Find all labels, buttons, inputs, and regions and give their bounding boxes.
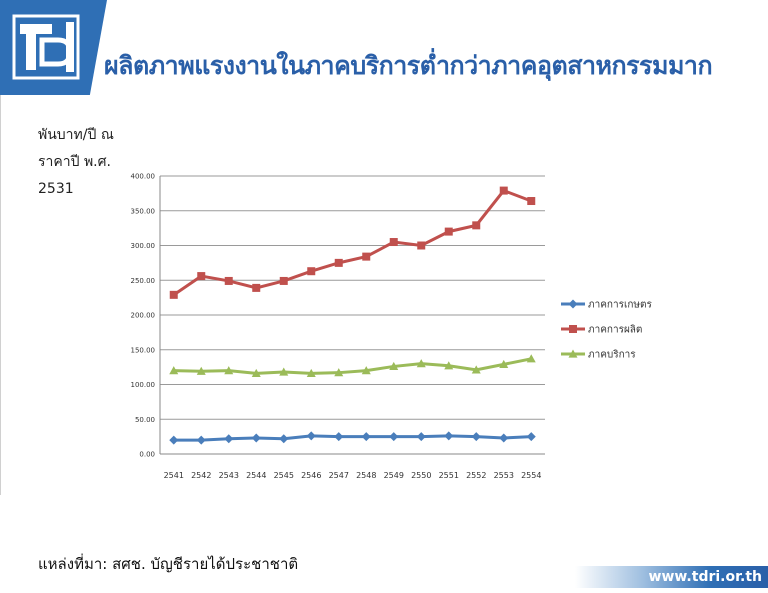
x-tick-label: 2554 [521, 471, 541, 480]
y-tick-label: 350.00 [131, 207, 156, 215]
data-point [251, 433, 261, 443]
y-unit-line-3: 2531 [38, 181, 74, 197]
x-tick-label: 2547 [329, 471, 349, 480]
data-point [334, 258, 343, 267]
data-point [362, 252, 371, 261]
data-point [444, 227, 453, 236]
data-point [279, 434, 289, 444]
y-unit-line-2: ราคาปี พ.ศ. [38, 154, 111, 170]
series-line-3 [173, 357, 532, 375]
data-point [527, 197, 536, 206]
tdri-logo-icon [12, 14, 80, 80]
data-point [472, 221, 481, 230]
data-point [499, 186, 508, 195]
data-point [196, 366, 206, 375]
y-tick-label: 150.00 [131, 346, 156, 354]
x-tick-label: 2550 [411, 471, 431, 480]
x-tick-label: 2551 [439, 471, 459, 480]
series-line-1 [173, 434, 532, 442]
data-point [224, 366, 234, 375]
y-unit-label: พันบาท/ปี ณ ราคาปี พ.ศ. 2531 [38, 122, 148, 203]
source-note: แหล่งที่มา: สศช. บัญชีรายได้ประชาชาติ [38, 555, 299, 573]
x-tick-label: 2549 [384, 471, 404, 480]
x-tick-label: 2545 [274, 471, 294, 480]
data-point [251, 368, 261, 377]
x-tick-label: 2553 [494, 471, 514, 480]
data-point [169, 435, 179, 445]
y-tick-label: 0.00 [139, 451, 155, 459]
data-point [306, 431, 316, 441]
page-title: ผลิตภาพแรงงานในภาคบริการต่ำกว่าภาคอุตสาห… [104, 51, 713, 80]
y-tick-label: 100.00 [131, 381, 156, 389]
x-tick-label: 2544 [246, 471, 266, 480]
data-point [526, 354, 536, 363]
data-point [389, 238, 398, 247]
data-point [499, 433, 509, 443]
data-point [196, 435, 206, 445]
x-tick-label: 2548 [356, 471, 376, 480]
data-point [334, 368, 344, 377]
legend-label-1: ภาคการเกษตร [588, 300, 652, 311]
data-point [334, 432, 344, 442]
legend-label-3: ภาคบริการ [588, 350, 636, 361]
data-point [197, 272, 206, 281]
data-point [252, 283, 261, 292]
y-tick-label: 400.00 [131, 173, 156, 181]
data-point [361, 366, 371, 375]
x-tick-label: 2546 [301, 471, 321, 480]
data-point [471, 365, 481, 374]
y-tick-label: 300.00 [131, 242, 156, 250]
data-point [306, 368, 316, 377]
x-tick-label: 2543 [219, 471, 239, 480]
data-point [307, 267, 316, 276]
y-tick-label: 200.00 [131, 312, 156, 320]
y-unit-line-1: พันบาท/ปี ณ [38, 127, 114, 143]
data-point [279, 276, 288, 285]
data-point [416, 432, 426, 442]
data-point [224, 276, 233, 285]
data-point [416, 359, 426, 368]
legend-marker-2 [569, 325, 577, 333]
data-point [169, 366, 179, 375]
data-point [444, 361, 454, 370]
data-point [389, 432, 399, 442]
data-point [499, 359, 509, 368]
series-line-2 [172, 188, 532, 297]
data-point [361, 432, 371, 442]
legend-marker-1 [568, 299, 578, 309]
x-tick-label: 2541 [164, 471, 184, 480]
data-point [224, 434, 234, 444]
data-point [417, 241, 426, 250]
y-tick-label: 250.00 [131, 277, 156, 285]
data-point [279, 367, 289, 376]
x-tick-label: 2542 [191, 471, 211, 480]
data-point [169, 290, 178, 299]
data-point [444, 431, 454, 441]
data-point [389, 361, 399, 371]
legend-label-2: ภาคการผลิต [588, 325, 642, 336]
legend-marker-3 [568, 349, 578, 358]
footer-band [575, 566, 768, 588]
y-tick-label: 50.00 [135, 416, 155, 424]
footer-url: www.tdri.or.th [648, 569, 762, 585]
data-point [526, 432, 536, 442]
left-divider [0, 95, 1, 495]
data-point [471, 432, 481, 442]
x-tick-label: 2552 [466, 471, 486, 480]
